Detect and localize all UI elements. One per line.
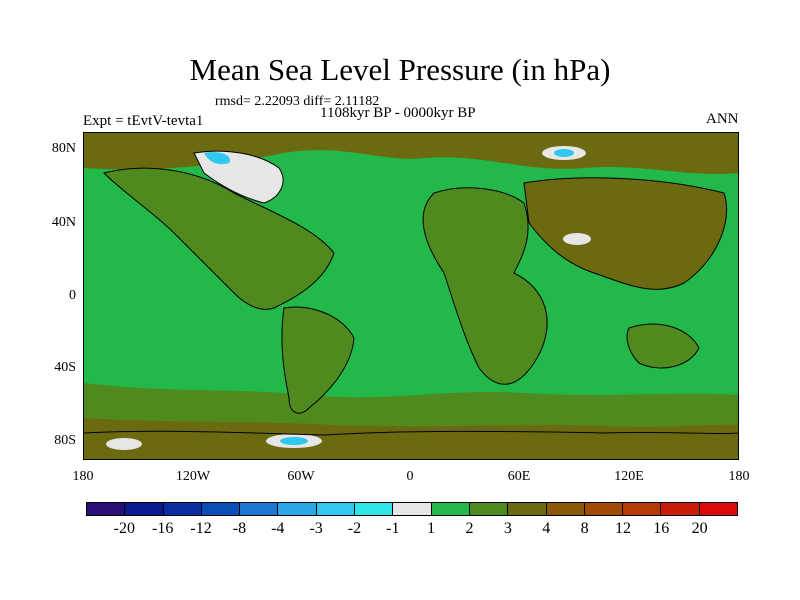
antarctic-high-band xyxy=(84,418,738,459)
colorbar-cell xyxy=(393,503,432,515)
colorbar-cell xyxy=(316,503,356,515)
season-label: ANN xyxy=(706,111,739,127)
colorbar xyxy=(86,502,738,516)
lat-label-0: 0 xyxy=(69,288,76,303)
greenland-cyan-anomaly xyxy=(204,152,230,165)
colorbar-label: -16 xyxy=(152,520,174,537)
map-panel xyxy=(83,132,739,460)
colorbar-label: -12 xyxy=(190,520,212,537)
coastlines xyxy=(84,150,738,436)
lon-label-60e: 60E xyxy=(507,469,531,484)
colorbar-cell xyxy=(201,503,241,515)
ross-low-anomaly xyxy=(106,438,142,450)
north-america-region xyxy=(104,168,334,310)
colorbar-label: -8 xyxy=(232,520,247,537)
colorbar-label: -3 xyxy=(309,520,323,537)
colorbar-cell xyxy=(278,503,317,515)
lon-label-60w: 60W xyxy=(287,469,315,484)
antarctic-cyan-anomaly xyxy=(280,437,308,445)
colorbar-label: 8 xyxy=(580,520,589,537)
colorbar-cell xyxy=(355,503,394,515)
lat-label-80n: 80N xyxy=(51,141,76,156)
colorbar-label: 2 xyxy=(465,520,474,537)
tibet-low-anomaly xyxy=(563,233,591,245)
colorbar-cell xyxy=(508,503,547,515)
colorbar-cell xyxy=(623,503,662,515)
colorbar-cell xyxy=(469,503,509,515)
siberia-cyan-anomaly xyxy=(554,149,574,157)
experiment-label: Expt = tEvtV-tevta1 xyxy=(83,113,204,129)
colorbar-cell xyxy=(87,503,126,515)
lon-label-180e: 180 xyxy=(728,469,750,484)
arctic-high-band xyxy=(84,133,738,175)
colorbar-label: 20 xyxy=(691,520,708,537)
colorbar-label: -2 xyxy=(347,520,362,537)
lon-label-0: 0 xyxy=(406,469,414,484)
colorbar-label: 12 xyxy=(614,520,631,537)
colorbar-label: 1 xyxy=(427,520,436,537)
colorbar-cell xyxy=(661,503,700,515)
australia-region xyxy=(627,324,699,368)
colorbar-label: -4 xyxy=(271,520,285,537)
colorbar-cell xyxy=(431,503,470,515)
africa-europe-region xyxy=(423,187,548,385)
map-title: Mean Sea Level Pressure (in hPa) xyxy=(189,52,611,87)
lat-label-40s: 40S xyxy=(54,360,76,375)
colorbar-cell xyxy=(240,503,279,515)
asia-high-region xyxy=(524,177,727,290)
colorbar-label: -1 xyxy=(386,520,400,537)
period-text: 1108kyr BP - 0000kyr BP xyxy=(320,105,476,121)
colorbar-label: -20 xyxy=(113,520,135,537)
lat-label-40n: 40N xyxy=(51,215,76,230)
colorbar-cell xyxy=(584,503,624,515)
colorbar-cell xyxy=(125,503,164,515)
stats-text: rmsd= 2.22093 diff= 2.11182 xyxy=(215,94,380,109)
lat-label-80s: 80S xyxy=(54,433,76,448)
lon-label-120w: 120W xyxy=(175,469,211,484)
colorbar-label: 4 xyxy=(542,520,551,537)
colorbar-cell xyxy=(163,503,202,515)
south-america-region xyxy=(281,307,354,414)
colorbar-label: 3 xyxy=(503,520,512,537)
colorbar-cell xyxy=(546,503,585,515)
lon-label-180w: 180 xyxy=(72,469,94,484)
greenland-low-anomaly xyxy=(194,151,284,203)
lon-label-120e: 120E xyxy=(614,469,644,484)
colorbar-cell xyxy=(699,503,738,515)
colorbar-label: 16 xyxy=(653,520,670,537)
pressure-map xyxy=(84,133,738,459)
